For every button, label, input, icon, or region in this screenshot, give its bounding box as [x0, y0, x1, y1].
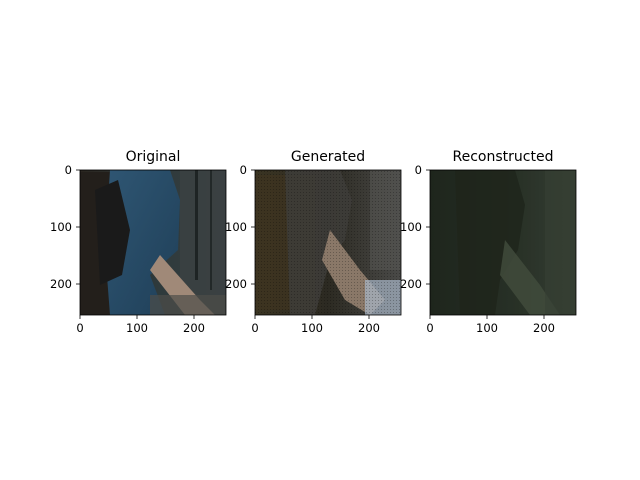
x-tick-label: 200 — [533, 321, 555, 335]
panel-reconstructed: Reconstructed 0 100 200 0 100 200 — [400, 149, 577, 335]
x-axis: 0 100 200 — [426, 315, 555, 335]
y-tick-label: 200 — [400, 277, 422, 291]
y-tick-label: 200 — [50, 277, 72, 291]
y-axis: 0 100 200 — [225, 163, 255, 291]
image-generated — [255, 170, 401, 315]
y-tick-label: 0 — [415, 163, 422, 177]
y-tick-label: 100 — [225, 220, 247, 234]
x-tick-label: 0 — [76, 321, 83, 335]
x-tick-label: 0 — [426, 321, 433, 335]
y-tick-label: 100 — [400, 220, 422, 234]
y-axis: 0 100 200 — [400, 163, 430, 291]
image-reconstructed — [430, 170, 576, 315]
panel-original: Original 0 100 200 0 100 200 — [50, 149, 227, 335]
image-original — [80, 170, 226, 315]
axes-frame — [429, 169, 577, 316]
panel-generated: Generated 0 100 200 0 100 200 — [225, 149, 402, 335]
x-axis: 0 100 200 — [251, 315, 380, 335]
axes-frame — [79, 169, 227, 316]
panel-title: Generated — [291, 149, 365, 165]
x-tick-label: 100 — [126, 321, 148, 335]
axes-frame — [254, 169, 402, 316]
x-tick-label: 200 — [358, 321, 380, 335]
x-tick-label: 0 — [251, 321, 258, 335]
x-tick-label: 100 — [301, 321, 323, 335]
x-tick-label: 100 — [476, 321, 498, 335]
y-axis: 0 100 200 — [50, 163, 80, 291]
x-axis: 0 100 200 — [76, 315, 205, 335]
panel-title: Reconstructed — [453, 149, 554, 165]
y-tick-label: 100 — [50, 220, 72, 234]
y-tick-label: 0 — [240, 163, 247, 177]
panel-title: Original — [126, 149, 181, 165]
y-tick-label: 200 — [225, 277, 247, 291]
y-tick-label: 0 — [65, 163, 72, 177]
x-tick-label: 200 — [183, 321, 205, 335]
